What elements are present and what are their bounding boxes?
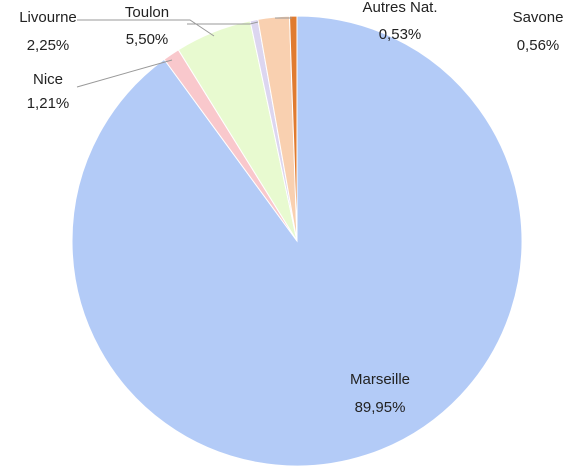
value-label: 5,50% — [126, 31, 169, 48]
value-label: 0,53% — [379, 26, 422, 43]
slice-label: Marseille — [350, 371, 410, 388]
slice-label: Autres Nat. — [362, 0, 437, 16]
value-label: 89,95% — [355, 399, 406, 416]
slice-label: Livourne — [19, 9, 77, 26]
slice-label: Nice — [33, 71, 63, 88]
value-label: 2,25% — [27, 37, 70, 54]
value-label: 0,56% — [517, 37, 560, 54]
leader-line — [76, 59, 173, 88]
slice-label: Toulon — [125, 4, 169, 21]
pie-slice — [288, 15, 298, 242]
slice-label: Savone — [513, 9, 564, 26]
leader-line — [187, 21, 259, 25]
value-label: 1,21% — [27, 95, 70, 112]
leader-line — [77, 19, 215, 37]
